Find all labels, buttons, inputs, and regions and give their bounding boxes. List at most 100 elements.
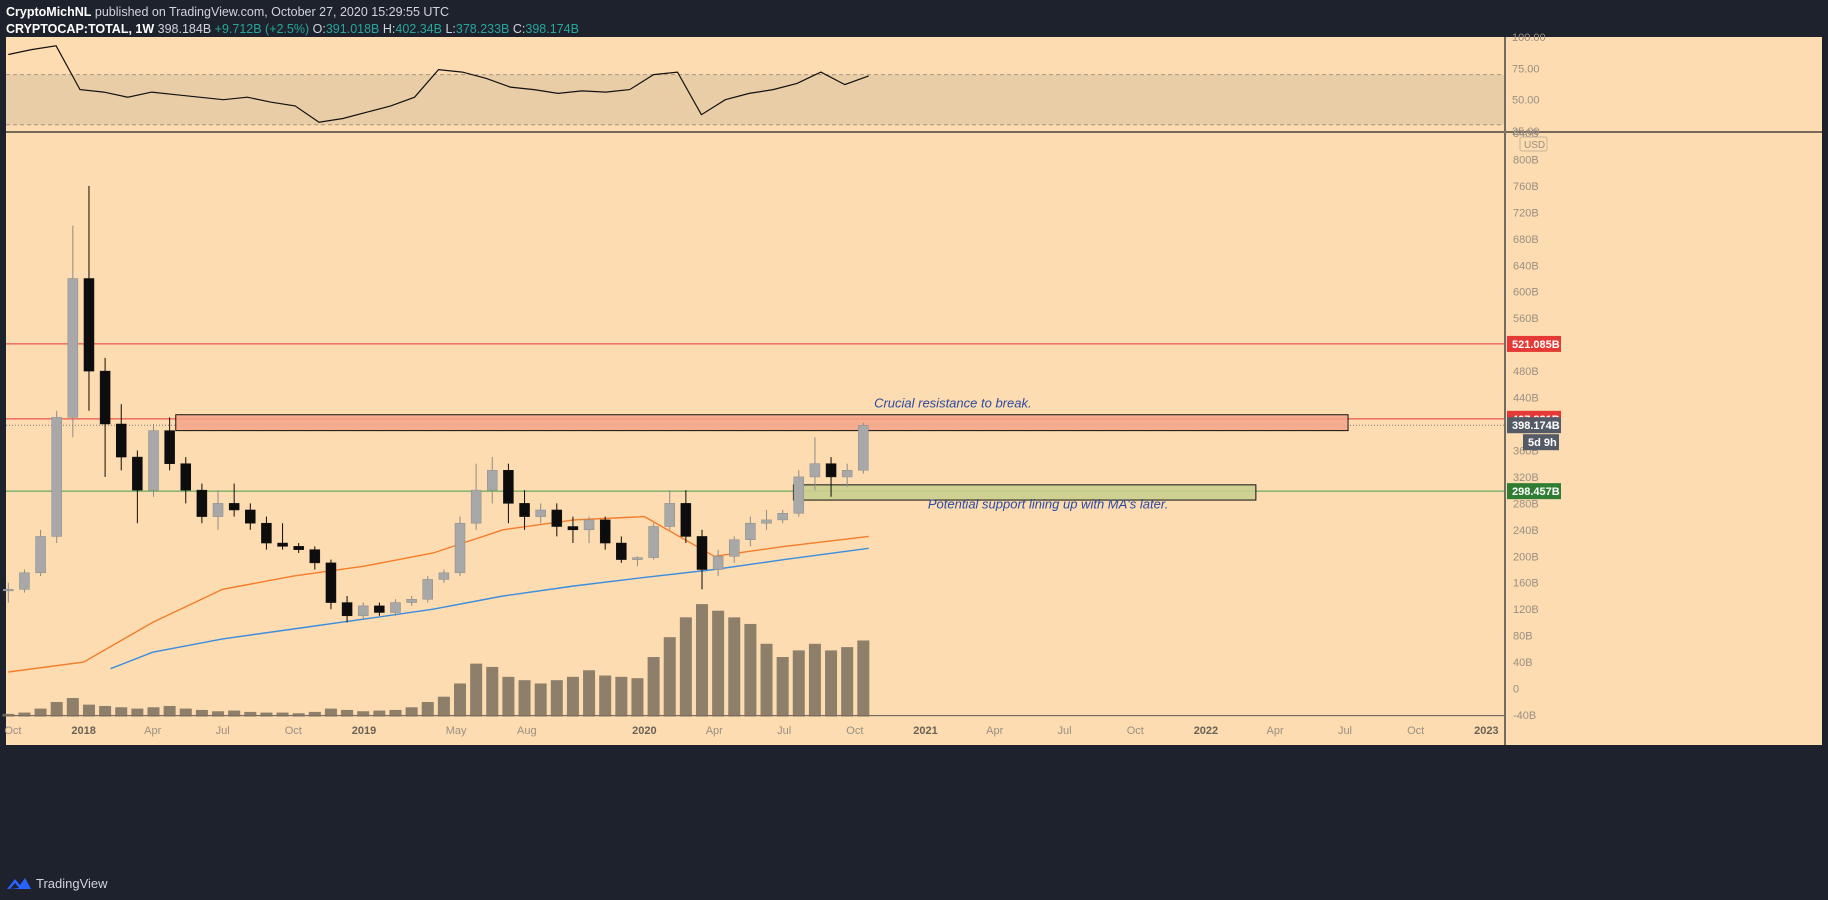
high-value: 402.34B xyxy=(395,22,442,36)
price-badge xyxy=(1507,417,1561,434)
candle-body xyxy=(648,526,659,558)
volume-bar xyxy=(437,696,450,717)
candle-body xyxy=(777,513,788,521)
chart-header: CryptoMichNL published on TradingView.co… xyxy=(6,4,579,38)
candle-body xyxy=(745,522,756,540)
candle-body xyxy=(567,526,579,531)
price-tick-label: 440B xyxy=(1513,393,1539,405)
volume-bar xyxy=(550,680,563,717)
countdown-label: 5d 9h xyxy=(1528,437,1557,449)
candle-body xyxy=(519,503,530,517)
price-tick-label: 240B xyxy=(1513,525,1539,537)
volume-bar xyxy=(212,711,225,717)
candle-body xyxy=(341,602,353,617)
volume-bar xyxy=(50,701,63,717)
publish-line: CryptoMichNL published on TradingView.co… xyxy=(6,4,579,21)
candle-body xyxy=(632,557,643,560)
symbol-label[interactable]: CRYPTOCAP:TOTAL, 1W xyxy=(6,22,155,36)
zones xyxy=(175,414,1349,501)
volume-bar xyxy=(712,610,725,717)
volume-bar xyxy=(679,617,692,717)
time-tick-label: 2019 xyxy=(352,725,376,737)
volume-bar xyxy=(857,640,870,717)
author-name[interactable]: CryptoMichNL xyxy=(6,5,92,19)
candle-body xyxy=(793,476,805,514)
volume-bar xyxy=(228,710,241,717)
price-tick-label: -40B xyxy=(1513,710,1536,722)
time-tick-label: Apr xyxy=(706,725,723,737)
time-tick-label: Jul xyxy=(216,725,230,737)
candle-body xyxy=(825,463,837,478)
candle-body xyxy=(551,509,563,527)
volume-bar xyxy=(389,709,402,717)
ohlc-line: CRYPTOCAP:TOTAL, 1W 398.184B +9.712B (+2… xyxy=(6,21,579,38)
volume-bar xyxy=(147,707,160,717)
rsi-line xyxy=(8,45,869,123)
price-tick-label: 120B xyxy=(1513,604,1539,616)
candle-body xyxy=(148,430,159,491)
currency-box xyxy=(1519,136,1548,152)
candle-body xyxy=(454,522,466,574)
candle-body xyxy=(761,519,772,524)
price-badge xyxy=(1507,335,1561,352)
volume-bar xyxy=(99,705,112,717)
volume-bar xyxy=(615,676,628,717)
volume-bar xyxy=(244,711,257,717)
footer: TradingView xyxy=(6,872,108,894)
candle-body xyxy=(583,519,595,531)
price-axis: 840B800B760B720B680B640B600B560B520B480B… xyxy=(1513,128,1548,722)
candle-body xyxy=(841,470,853,478)
candle-body xyxy=(858,425,869,471)
volume-bar xyxy=(324,708,337,717)
candle-body xyxy=(164,430,175,464)
volume-bar xyxy=(663,637,676,717)
currency-label: USD xyxy=(1524,140,1545,151)
candle-body xyxy=(357,605,369,617)
volume-bar xyxy=(792,650,805,717)
candle-body xyxy=(470,489,482,524)
volume-bar xyxy=(744,623,757,717)
high-label: H: xyxy=(382,22,396,36)
candle-body xyxy=(212,503,224,517)
candle-body xyxy=(261,522,272,544)
volume-bar xyxy=(421,701,434,717)
volume-bar xyxy=(486,666,499,717)
time-tick-label: Jul xyxy=(1338,725,1352,737)
volume-bar xyxy=(373,710,386,717)
candle-body xyxy=(438,572,450,580)
candle-body xyxy=(309,549,321,564)
volume-bar xyxy=(131,708,144,717)
volume-bar xyxy=(163,705,176,717)
volume-bar xyxy=(66,698,79,717)
volume-bar xyxy=(2,713,15,717)
volume-bar xyxy=(341,709,354,717)
volume-bar xyxy=(566,676,579,717)
volume-bar xyxy=(195,709,208,717)
plot-background xyxy=(6,37,1504,715)
volume-bar xyxy=(357,711,370,717)
volume-bar xyxy=(82,704,95,717)
resistance-zone xyxy=(175,414,1349,432)
volume-bar xyxy=(534,683,547,717)
candle-body xyxy=(277,542,288,547)
time-tick-label: Aug xyxy=(517,725,537,737)
tradingview-logo-icon[interactable] xyxy=(6,875,32,891)
candle-body xyxy=(503,470,514,504)
volume-bar xyxy=(841,647,854,717)
low-label: L: xyxy=(445,22,456,36)
rsi-panel: 100.00 75.00 50.00 25.00 xyxy=(6,32,1546,138)
volume-bar xyxy=(776,657,789,717)
time-tick-label: Apr xyxy=(1267,725,1284,737)
candle-body xyxy=(599,519,611,544)
time-tick-label: 2023 xyxy=(1474,725,1498,737)
price-badge-label: 521.085B xyxy=(1512,339,1560,351)
footer-brand[interactable]: TradingView xyxy=(36,875,108,891)
rsi-tick-label: 100.00 xyxy=(1512,32,1546,44)
rsi-tick-label: 25.00 xyxy=(1512,126,1540,138)
time-tick-label: Apr xyxy=(986,725,1003,737)
volume-bar xyxy=(276,712,289,717)
time-tick-label: 2018 xyxy=(71,725,95,737)
candle-body xyxy=(616,542,627,560)
time-tick-label: Apr xyxy=(144,725,161,737)
